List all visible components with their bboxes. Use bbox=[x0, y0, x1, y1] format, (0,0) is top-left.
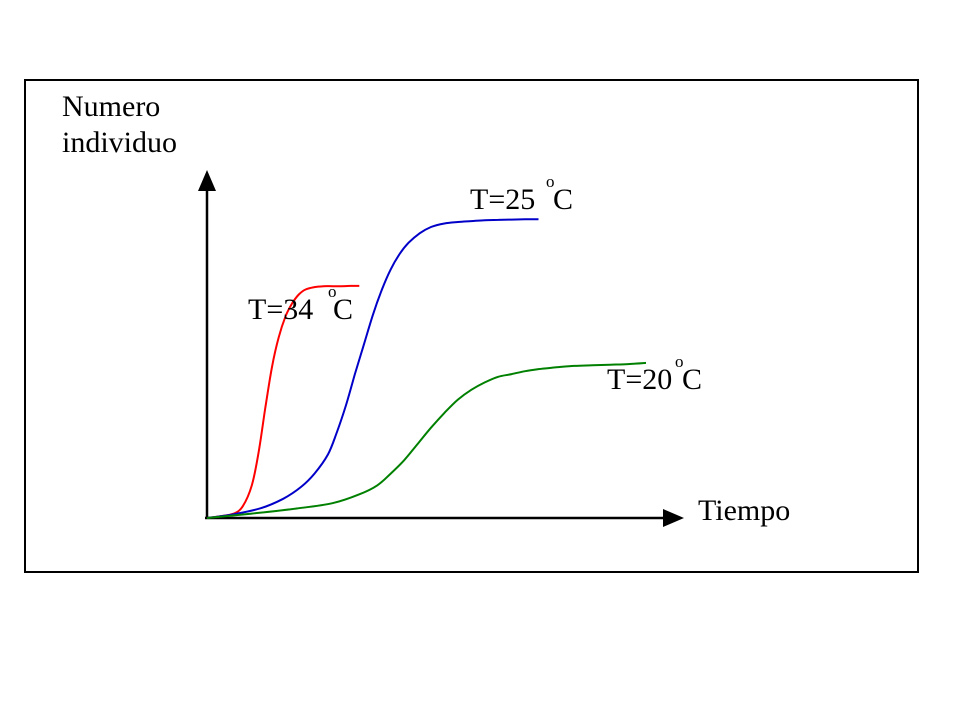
series-label-t25-degree: o bbox=[546, 172, 555, 191]
y-axis-label-line-1: Numero bbox=[62, 90, 160, 123]
series-label-t34: T=34 o C bbox=[248, 282, 353, 326]
y-axis-label-line-2: individuo bbox=[62, 126, 177, 159]
series-label-t25: T=25 o C bbox=[470, 172, 573, 216]
series-label-t20-degree: o bbox=[675, 352, 684, 371]
series-label-t20-unit: C bbox=[682, 363, 702, 396]
series-line-t34 bbox=[206, 284, 360, 519]
series-label-t20-prefix: T=20 bbox=[607, 363, 672, 396]
series-label-t34-prefix: T=34 bbox=[248, 293, 313, 326]
series-label-t34-unit: C bbox=[333, 293, 353, 326]
series-line-t25 bbox=[206, 218, 539, 519]
series-line-t20 bbox=[206, 361, 647, 519]
y-axis-arrow bbox=[198, 170, 216, 191]
chart-frame bbox=[24, 79, 919, 573]
series-label-t20: T=20 o C bbox=[607, 352, 702, 396]
x-axis-arrow bbox=[663, 509, 684, 527]
series-label-t25-prefix: T=25 bbox=[470, 183, 535, 216]
series-label-t34-degree: o bbox=[328, 282, 337, 301]
x-axis-label: Tiempo bbox=[698, 494, 790, 527]
series-label-t25-unit: C bbox=[553, 183, 573, 216]
